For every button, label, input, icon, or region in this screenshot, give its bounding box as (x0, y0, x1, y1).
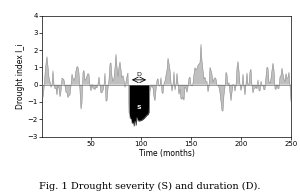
Text: S: S (137, 105, 141, 110)
Text: D: D (136, 72, 141, 77)
X-axis label: Time (months): Time (months) (139, 149, 194, 159)
Y-axis label: Drought index I_i: Drought index I_i (16, 43, 25, 109)
Text: Fig. 1 Drought severity (S) and duration (D).: Fig. 1 Drought severity (S) and duration… (39, 182, 261, 191)
